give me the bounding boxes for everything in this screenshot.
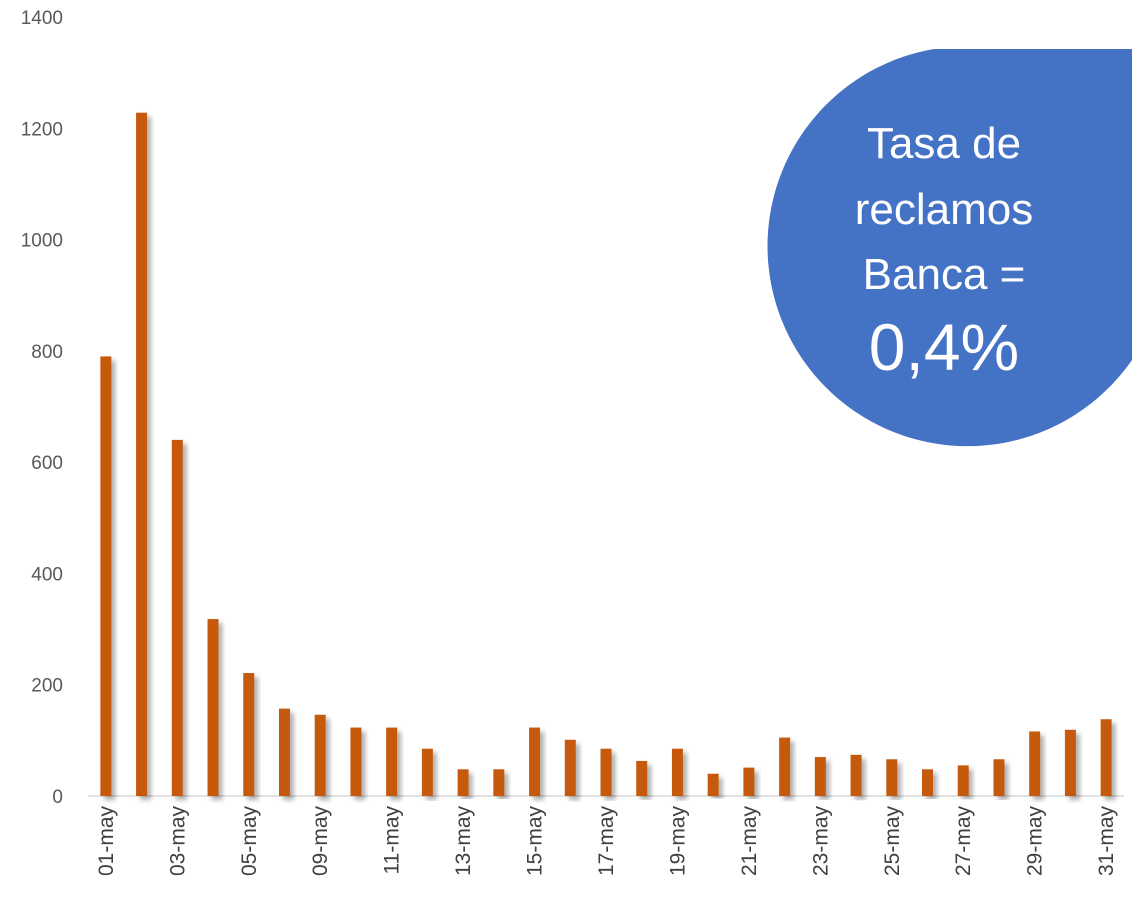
x-tick-label: 27-may: [952, 806, 975, 877]
bar-22-may: [779, 737, 791, 796]
y-axis-ticks: 0 200 400 600 800 1000 1200 1400: [21, 8, 63, 808]
bars: [100, 112, 1112, 797]
bar-10-may: [350, 727, 362, 796]
x-tick-label: 25-may: [881, 806, 904, 877]
bar-25-may: [886, 759, 898, 796]
x-tick-label: 01-may: [95, 806, 118, 877]
bar-24-may: [850, 754, 862, 796]
y-tick-label: 1000: [21, 231, 63, 252]
x-tick-label: 09-may: [309, 806, 332, 877]
rate-callout: Tasa de reclamos Banca = 0,4%: [767, 49, 1132, 447]
bar-21-may: [743, 767, 755, 796]
callout-line-2: reclamos: [855, 185, 1034, 234]
y-tick-label: 200: [31, 676, 63, 697]
bar-20-may: [707, 773, 719, 796]
x-tick-label: 29-may: [1024, 806, 1047, 877]
bar-12-may: [421, 748, 433, 796]
bar-28-may: [993, 759, 1005, 796]
bar-30-may: [1064, 729, 1076, 796]
bar-06-may: [278, 708, 290, 796]
bar-27-may: [957, 765, 969, 796]
x-axis-ticks: 01-may 03-may 05-may 09-may 11-may 13-may 15-m…: [95, 806, 1118, 877]
bar-05-may: [243, 673, 255, 796]
bar-31-may: [1100, 719, 1112, 796]
bar-18-may: [636, 760, 648, 796]
bar-23-may: [814, 757, 826, 796]
x-tick-label: 15-may: [524, 806, 547, 877]
x-tick-label: 21-may: [738, 806, 761, 877]
y-tick-label: 1200: [21, 119, 63, 140]
callout-line-1: Tasa de: [867, 119, 1021, 168]
x-tick-label: 31-may: [1095, 806, 1118, 877]
callout-value: 0,4%: [869, 310, 1019, 384]
y-tick-label: 400: [31, 564, 63, 585]
x-tick-label: 03-may: [166, 806, 189, 877]
bar-04-may: [207, 619, 219, 796]
x-tick-label: 17-may: [595, 806, 618, 877]
bar-19-may: [671, 748, 683, 796]
callout-line-3: Banca =: [863, 250, 1026, 299]
y-tick-label: 800: [31, 342, 63, 363]
bar-29-may: [1029, 731, 1041, 796]
callout-bubble: [767, 49, 1132, 447]
bar-09-may: [314, 714, 326, 796]
y-tick-label: 1400: [21, 8, 63, 29]
bar-13-may: [457, 769, 469, 796]
bar-01-may: [100, 356, 112, 796]
x-tick-label: 19-may: [666, 806, 689, 877]
bar-03-may: [171, 439, 183, 796]
x-tick-label: 05-may: [238, 806, 261, 877]
bar-16-may: [564, 739, 576, 796]
bar-02-may: [136, 112, 148, 797]
x-tick-label: 11-may: [381, 806, 404, 875]
y-tick-label: 600: [31, 453, 63, 474]
bar-17-may: [600, 748, 612, 796]
y-tick-label: 0: [52, 787, 63, 808]
x-tick-label: 13-may: [452, 806, 475, 877]
bar-14-may: [493, 769, 505, 796]
x-tick-label: 23-may: [809, 806, 832, 877]
bar-26-may: [922, 769, 934, 796]
bar-15-may: [529, 727, 541, 796]
bar-11-may: [386, 727, 398, 796]
